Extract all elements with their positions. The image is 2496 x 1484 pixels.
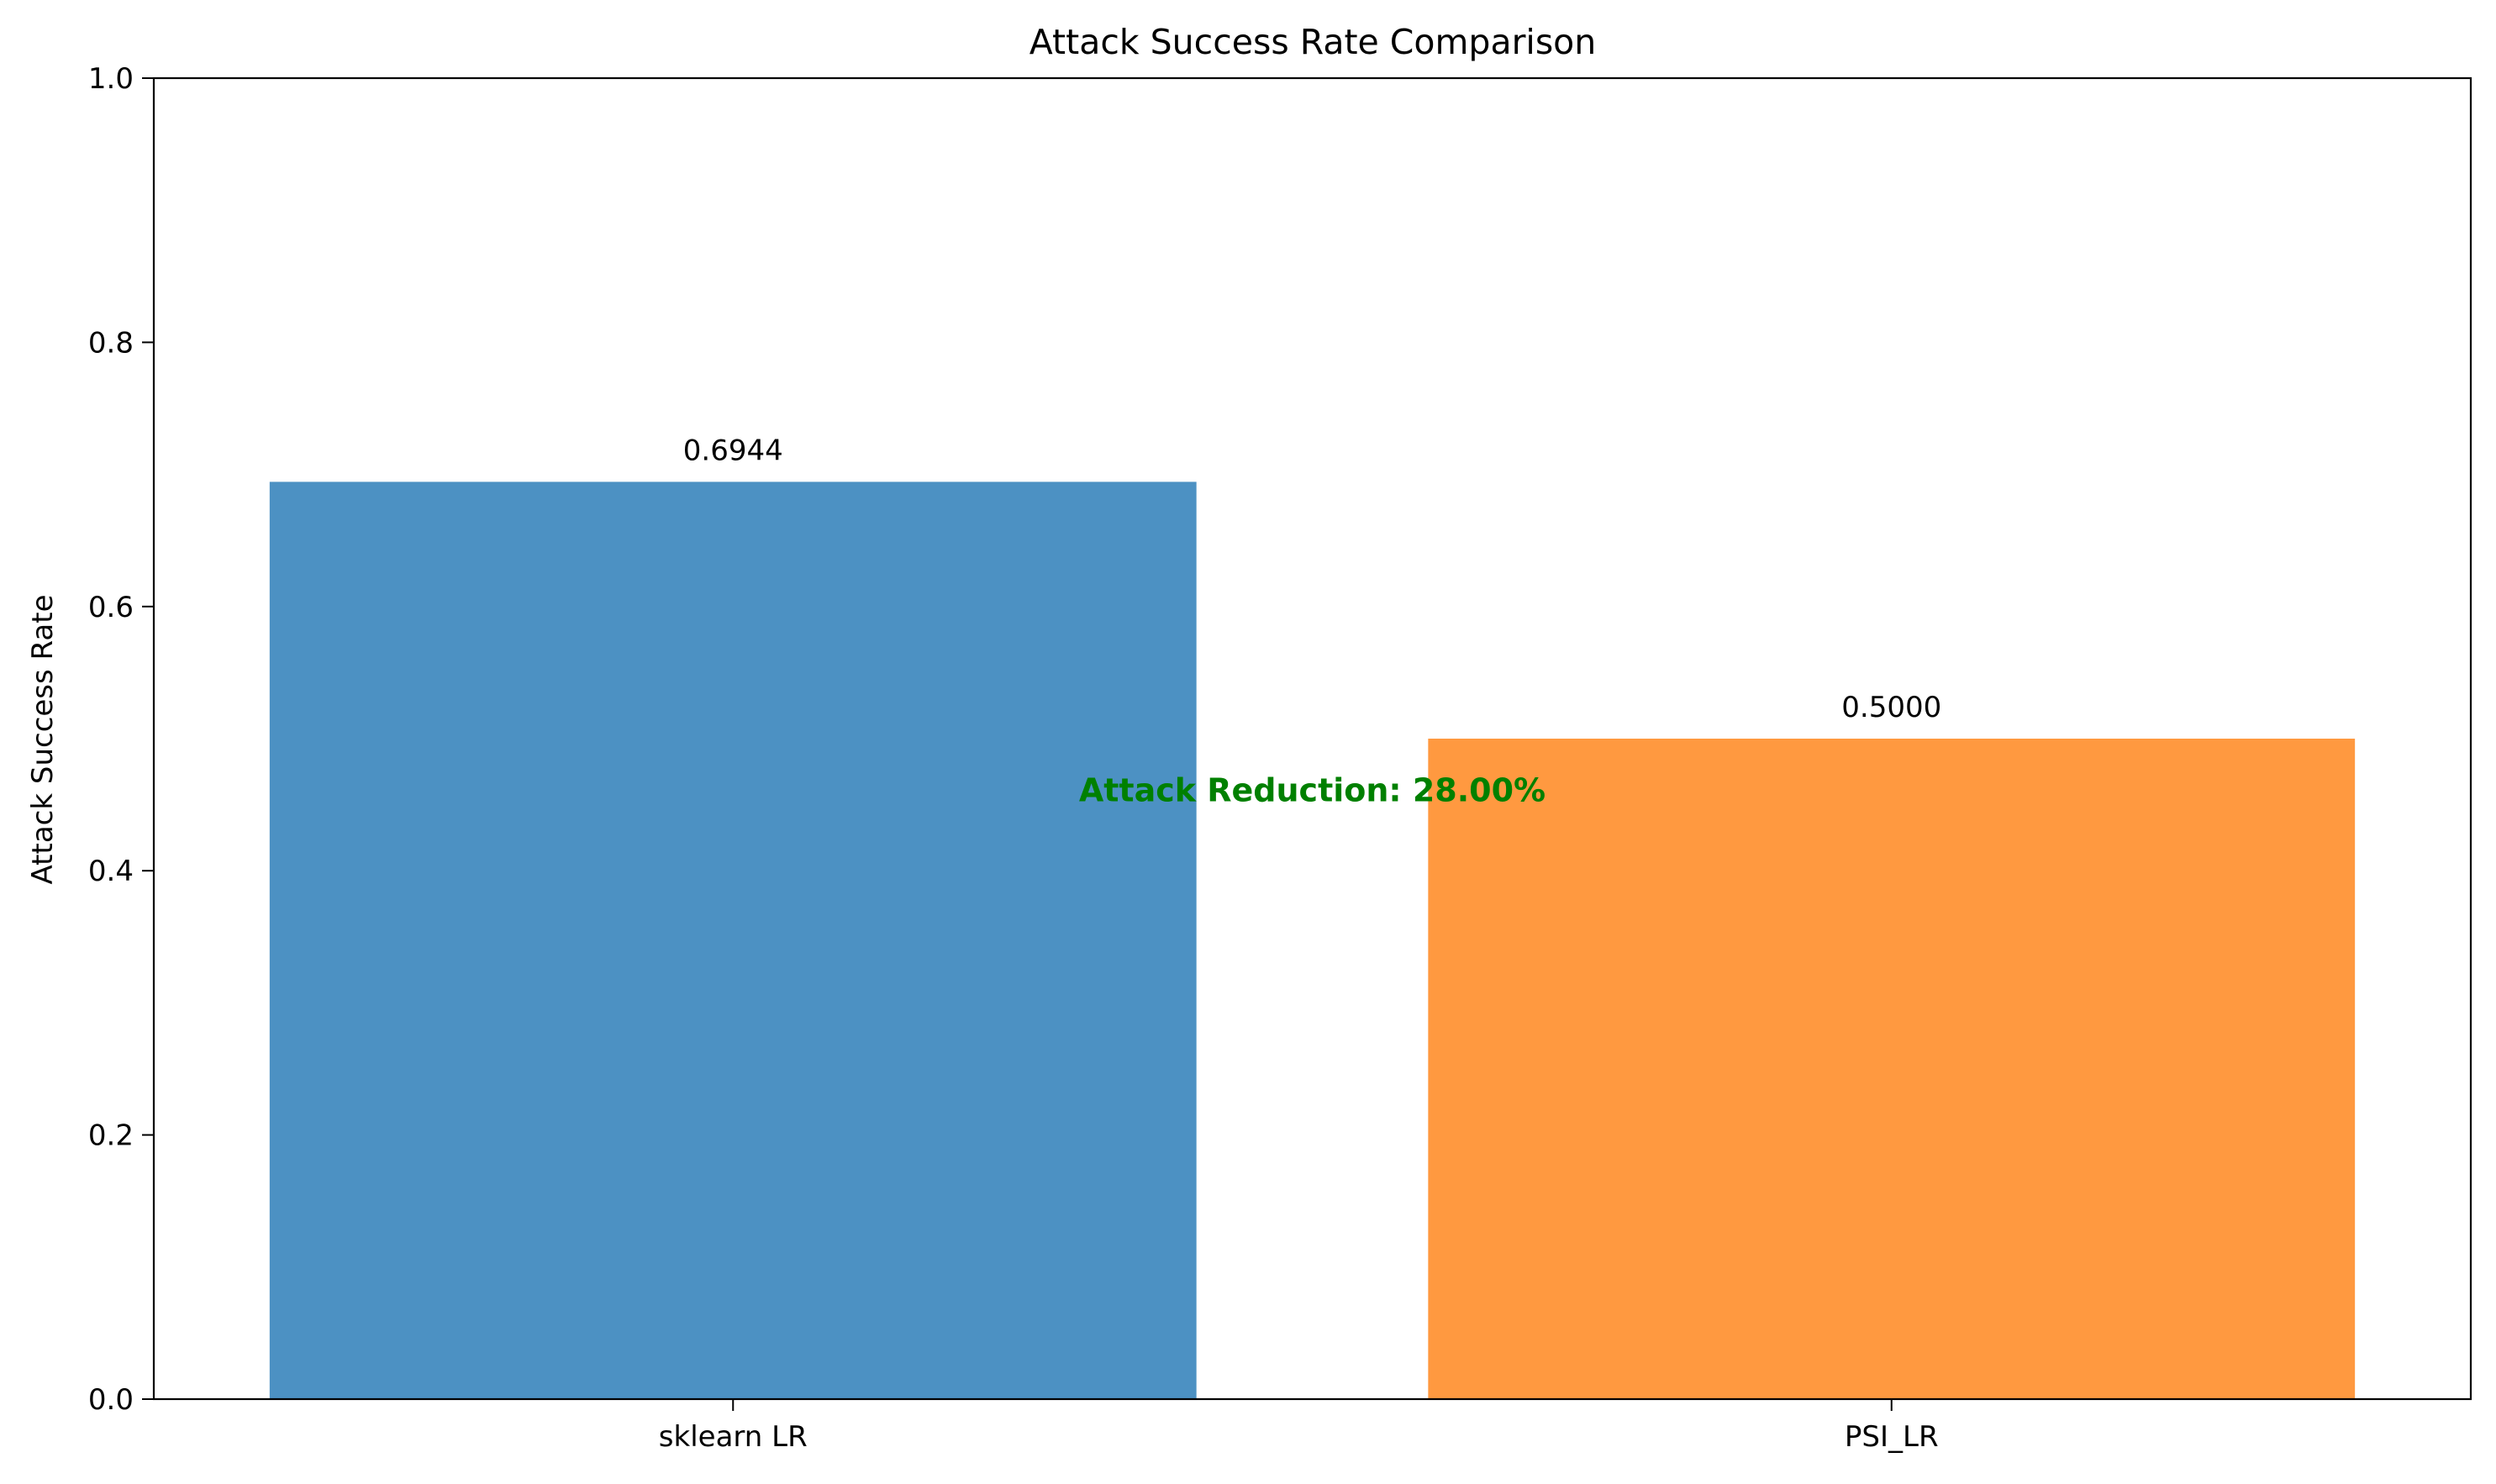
x-tick-label-1: sklearn LR xyxy=(659,1420,808,1454)
bar-value-label-1: 0.6944 xyxy=(683,434,783,467)
y-axis-label: Attack Success Rate xyxy=(26,595,60,885)
bar-value-label-2: 0.5000 xyxy=(1841,691,1941,724)
bar-1 xyxy=(269,482,1197,1399)
axes-frame xyxy=(152,76,2472,1401)
chart-title: Attack Success Rate Comparison xyxy=(1029,22,1597,62)
y-tick-label: 0.0 xyxy=(88,1383,134,1417)
attack-reduction-annotation: Attack Reduction: 28.00% xyxy=(1079,772,1546,809)
y-tick-label: 0.8 xyxy=(88,326,134,360)
y-tick-label: 1.0 xyxy=(88,62,134,96)
x-tick-label-2: PSI_LR xyxy=(1845,1420,1939,1454)
plot-area: 0.6944 sklearn LR 0.5000 PSI_LR 0.0 0.2 0.4 0.6… xyxy=(88,62,2472,1454)
y-tick-label: 0.2 xyxy=(88,1119,134,1153)
bar-2 xyxy=(1428,739,2356,1399)
y-tick-label: 0.6 xyxy=(88,591,134,624)
y-tick-label: 0.4 xyxy=(88,855,134,888)
